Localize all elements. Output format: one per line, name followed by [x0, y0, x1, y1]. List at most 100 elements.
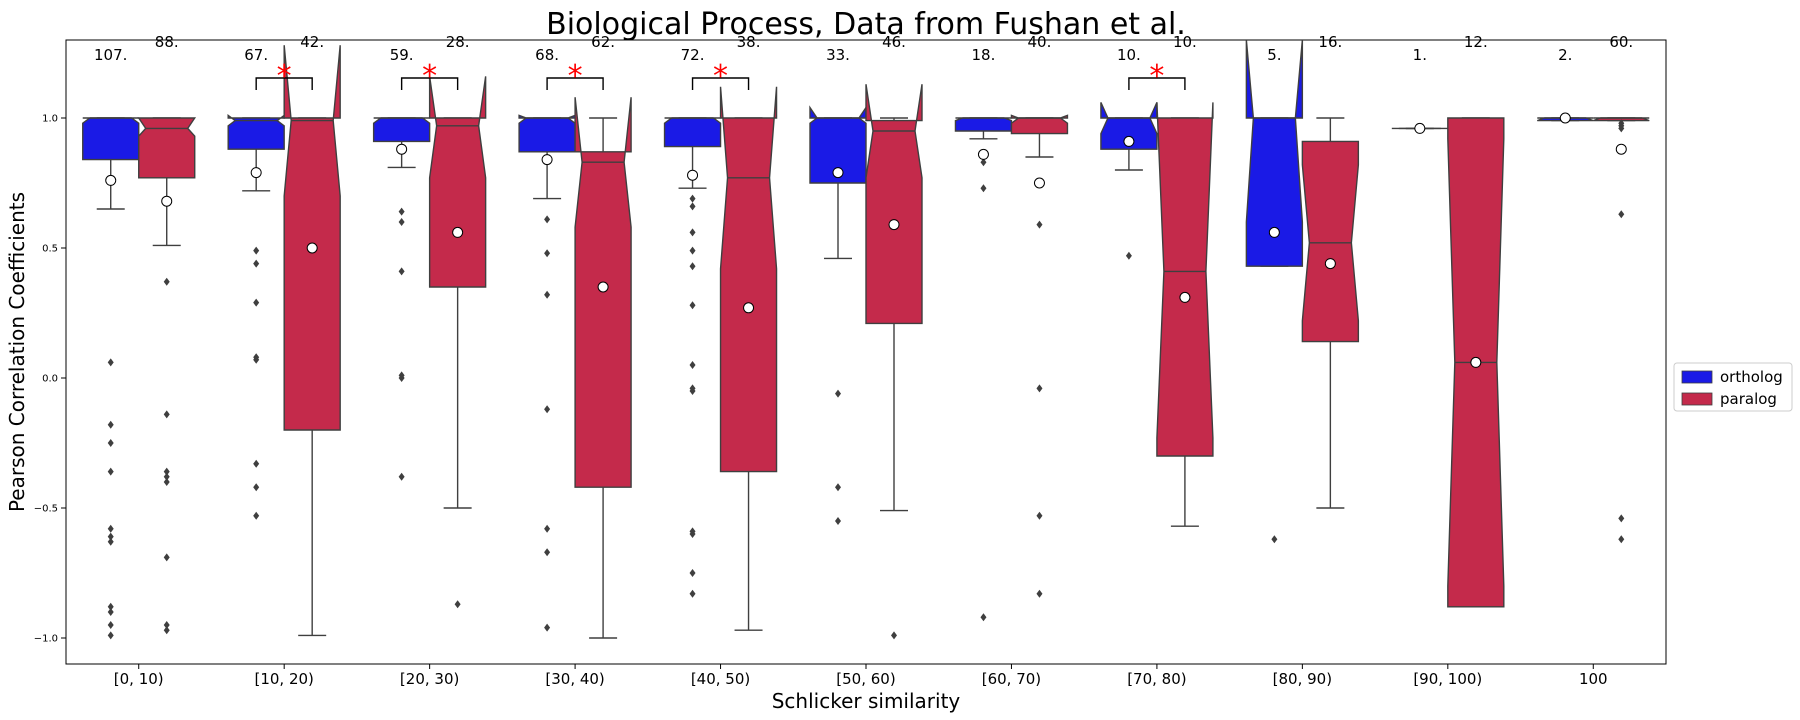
x-tick-label: [50, 60)	[836, 670, 895, 688]
legend-swatch-paralog	[1681, 392, 1713, 406]
outlier-point	[1036, 511, 1043, 520]
significance-bracket	[691, 77, 750, 90]
mean-marker	[250, 167, 262, 179]
mean-marker	[396, 143, 408, 155]
ortholog-box-body	[372, 117, 431, 143]
outlier-point	[689, 301, 696, 310]
outlier-point	[1618, 514, 1625, 523]
mean-marker	[977, 148, 989, 160]
significance-bracket	[546, 77, 604, 90]
legend-label-ortholog: ortholog	[1720, 368, 1783, 386]
outlier-point	[689, 228, 696, 237]
paralog-box	[137, 117, 197, 635]
outlier-point	[689, 384, 696, 393]
ortholog-box	[1537, 112, 1594, 124]
outlier-point	[544, 249, 551, 258]
paralog-box-body	[865, 84, 923, 325]
ortholog-box	[82, 117, 140, 640]
mean-marker	[306, 242, 318, 254]
paralog-box-body	[428, 76, 487, 288]
x-tick-label: [60, 70)	[982, 670, 1041, 688]
legend-swatch-ortholog	[1681, 370, 1713, 384]
mean-marker	[161, 195, 173, 207]
mean-marker	[1615, 143, 1627, 155]
outlier-point	[253, 246, 260, 255]
outlier-point	[253, 459, 260, 468]
ortholog-box	[372, 117, 431, 481]
outlier-point	[454, 600, 461, 609]
outlier-point	[1036, 384, 1043, 393]
outlier-point	[980, 158, 987, 167]
paralog-count-label: 62.	[591, 33, 615, 51]
outlier-point	[107, 608, 114, 616]
outlier-point	[253, 483, 260, 492]
outlier-point	[163, 467, 170, 476]
x-tick-label: [30, 40)	[545, 670, 604, 688]
outlier-point	[398, 374, 405, 382]
mean-marker	[597, 281, 609, 293]
legend: ortholog paralog	[1673, 362, 1793, 412]
outlier-point	[107, 537, 114, 546]
paralog-box	[865, 84, 923, 640]
significance-star: *	[713, 59, 728, 94]
outlier-point	[253, 298, 260, 307]
ortholog-count-label: 59.	[390, 46, 414, 64]
x-tick-label: [80, 90)	[1273, 670, 1332, 688]
ortholog-count-label: 72.	[681, 46, 705, 64]
paralog-count-label: 42.	[300, 33, 324, 51]
outlier-point	[253, 355, 260, 364]
outlier-point	[1125, 251, 1132, 260]
outlier-point	[398, 472, 405, 481]
outlier-point	[107, 621, 114, 629]
outlier-point	[835, 483, 841, 492]
ortholog-box	[1391, 122, 1448, 134]
ortholog-box	[1100, 102, 1158, 260]
paralog-box	[719, 86, 778, 631]
paralog-box	[1156, 102, 1214, 527]
outlier-point	[107, 532, 114, 541]
paralog-box	[283, 45, 341, 637]
paralog-count-label: 38.	[737, 33, 761, 51]
outlier-point	[163, 553, 170, 562]
ortholog-box-body	[663, 117, 722, 148]
y-tick-label: −1.0	[34, 634, 58, 645]
significance-bracket	[255, 77, 313, 90]
mean-marker	[452, 226, 464, 238]
outlier-point	[1618, 535, 1625, 544]
paralog-box	[1010, 114, 1069, 598]
outlier-point	[689, 569, 696, 577]
outlier-point	[163, 410, 170, 419]
paralog-count-label: 60.	[1609, 33, 1633, 51]
x-axis-label: Schlicker similarity	[772, 689, 961, 713]
paralog-count-label: 28.	[446, 33, 470, 51]
outlier-point	[163, 626, 170, 635]
outlier-point	[544, 215, 551, 224]
ortholog-count-label: 68.	[535, 46, 559, 64]
outlier-point	[1036, 589, 1043, 598]
ortholog-box	[954, 117, 1013, 622]
outlier-point	[689, 361, 696, 369]
outlier-point	[689, 202, 696, 211]
mean-marker	[541, 154, 553, 166]
ortholog-box-body	[1245, 40, 1304, 267]
outlier-point	[398, 207, 405, 216]
x-tick-label: [10, 20)	[254, 670, 313, 688]
paralog-count-label: 12.	[1464, 33, 1488, 51]
ortholog-box	[663, 117, 722, 598]
mean-marker	[1268, 226, 1280, 238]
paralog-box	[574, 97, 632, 639]
outlier-point	[107, 602, 114, 611]
significance-star: *	[1149, 59, 1164, 94]
outlier-point	[980, 613, 987, 622]
ortholog-box	[518, 114, 576, 632]
paralog-box-body	[1010, 114, 1069, 135]
outlier-point	[689, 589, 696, 598]
paralog-box-body	[1156, 102, 1214, 457]
x-tick-label: [20, 30)	[400, 670, 459, 688]
x-tick-label: 100	[1579, 670, 1608, 688]
ortholog-box-body	[82, 117, 140, 161]
significance-star: *	[568, 59, 583, 94]
mean-marker	[1123, 135, 1135, 147]
outlier-point	[163, 472, 170, 481]
ortholog-count-label: 5.	[1267, 46, 1281, 64]
